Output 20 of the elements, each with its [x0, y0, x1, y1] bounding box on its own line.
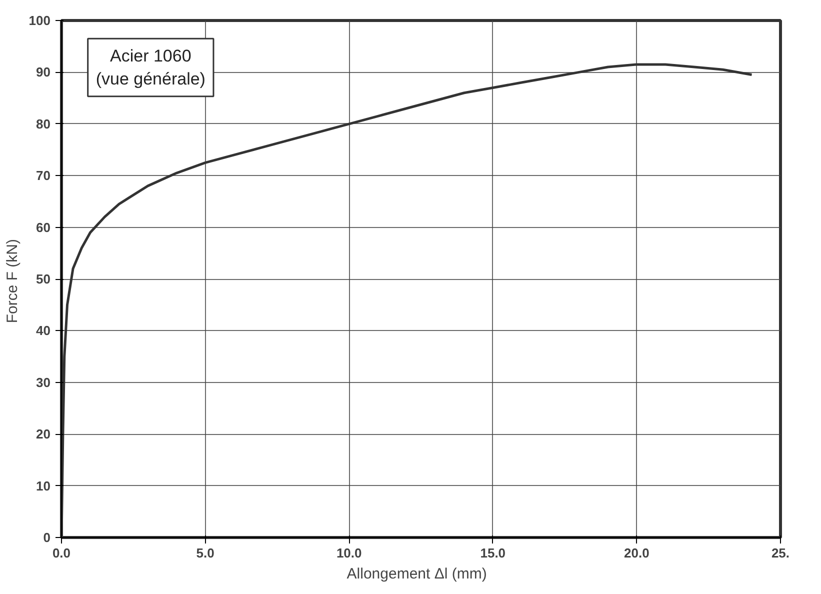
y-tick-label: 100 [28, 13, 51, 28]
x-tick-label: 15.0 [480, 546, 506, 560]
y-tick-label: 30 [36, 374, 51, 390]
x-tick-label: 10.0 [336, 546, 362, 560]
x-tick-label: 25. [771, 546, 790, 560]
y-tick-label: 40 [36, 323, 51, 338]
x-tick-label: 5.0 [196, 546, 214, 560]
x-tick-label: 0.0 [52, 546, 71, 560]
y-tick-label: 70 [36, 168, 51, 184]
x-axis-title: Allongement Δl (mm) [346, 566, 487, 582]
y-tick-label: 80 [36, 116, 51, 132]
y-tick-label: 90 [36, 64, 51, 80]
y-tick-label: 60 [36, 220, 51, 235]
y-tick-label: 10 [36, 478, 51, 494]
y-tick-label: 50 [36, 272, 51, 286]
y-tick-label: 20 [36, 426, 51, 442]
annotation: Acier 1060 (vue générale) [96, 46, 206, 88]
x-tick-label: 20.0 [624, 546, 650, 560]
y-axis-title: Force F (kN) [4, 238, 21, 324]
y-tick-label: 0 [43, 530, 51, 545]
